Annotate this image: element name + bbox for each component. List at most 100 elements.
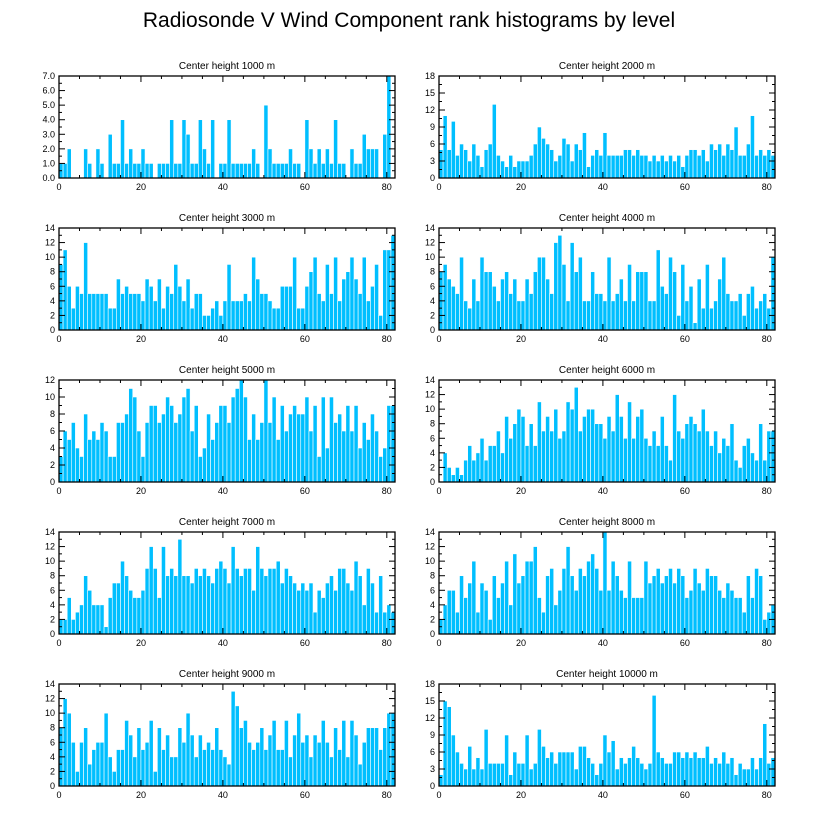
histogram-bar: [594, 568, 600, 635]
x-tick-label: 80: [382, 638, 392, 648]
histogram-bar: [312, 611, 318, 635]
histogram-bar: [116, 582, 121, 635]
histogram-bar: [218, 405, 224, 483]
histogram-bar: [766, 763, 772, 787]
histogram-bar: [300, 741, 306, 787]
y-tick-label: 4.0: [42, 115, 55, 125]
histogram-bar: [479, 768, 485, 787]
histogram-bar: [705, 568, 710, 635]
histogram-bar: [370, 582, 375, 635]
histogram-bar: [598, 155, 604, 179]
histogram-bar: [103, 626, 109, 635]
figure-title: Radiosonde V Wind Component rank histogr…: [142, 9, 676, 32]
histogram-bar: [754, 307, 759, 331]
histogram-bar: [312, 163, 318, 179]
histogram-bar: [366, 439, 371, 483]
histogram-bar: [639, 155, 645, 179]
histogram-bar: [700, 307, 706, 331]
histogram-bar: [496, 763, 501, 787]
histogram-bar: [647, 582, 653, 635]
y-tick-label: 9: [430, 730, 435, 740]
histogram-bar: [75, 611, 80, 635]
histogram-bar: [463, 768, 468, 787]
histogram-bar: [504, 166, 509, 179]
histogram-bar: [504, 734, 509, 787]
histogram-bar: [251, 749, 256, 787]
histogram-bar: [532, 271, 538, 331]
histogram-bar: [496, 430, 501, 483]
histogram-bar: [733, 459, 739, 483]
histogram-bar: [173, 163, 179, 179]
histogram-bar: [643, 155, 649, 179]
histogram-bar: [218, 315, 224, 331]
histogram-bar: [66, 285, 72, 331]
histogram-bar: [627, 149, 632, 179]
histogram-bar: [157, 422, 162, 483]
histogram-bar: [222, 300, 228, 331]
histogram-bar: [590, 553, 596, 635]
y-tick-label: 10: [425, 252, 435, 262]
histogram-bar: [185, 712, 191, 787]
histogram-bar: [382, 727, 388, 787]
histogram-bar: [132, 597, 138, 635]
histogram-bar: [234, 568, 240, 635]
histogram-bar: [177, 163, 183, 179]
y-tick-label: 4: [430, 448, 435, 458]
histogram-bar: [614, 293, 620, 331]
histogram-bar: [455, 751, 460, 787]
histogram-bar: [366, 727, 371, 787]
histogram-bar: [602, 531, 608, 635]
histogram-bar: [532, 445, 538, 483]
x-tick-label: 0: [436, 182, 441, 192]
histogram-bar: [737, 155, 743, 179]
histogram-bar: [746, 575, 751, 635]
histogram-bar: [259, 568, 265, 635]
histogram-bar: [325, 447, 330, 483]
histogram-bar: [561, 264, 567, 331]
histogram-bar: [725, 293, 731, 331]
histogram-bar: [222, 568, 228, 635]
x-tick-label: 0: [436, 486, 441, 496]
histogram-bar: [561, 430, 567, 483]
x-tick-label: 40: [218, 638, 228, 648]
histogram-bar: [590, 763, 596, 787]
histogram-bar: [504, 560, 509, 635]
histogram-bar: [549, 430, 555, 483]
histogram-bar: [610, 300, 616, 331]
y-tick-label: 9: [430, 122, 435, 132]
histogram-bar: [70, 307, 76, 331]
histogram-bar: [754, 768, 759, 787]
histogram-bar: [263, 293, 269, 331]
histogram-bar: [193, 293, 199, 331]
y-tick-label: 10: [425, 556, 435, 566]
histogram-bar: [733, 300, 739, 331]
histogram-bar: [304, 396, 310, 483]
histogram-bar: [487, 445, 493, 483]
histogram-bar: [107, 756, 113, 787]
histogram-bar: [341, 720, 347, 787]
y-tick-label: 2: [50, 460, 55, 470]
histogram-bar: [705, 430, 710, 483]
histogram-bar: [582, 300, 587, 331]
histogram-bar: [471, 768, 477, 787]
histogram-bar: [329, 163, 334, 179]
histogram-bar: [91, 430, 97, 483]
histogram-bar: [672, 751, 677, 787]
x-tick-label: 20: [136, 486, 146, 496]
y-tick-label: 4: [430, 296, 435, 306]
histogram-bar: [70, 741, 76, 787]
histogram-bar: [70, 422, 76, 483]
histogram-bar: [725, 582, 731, 635]
x-tick-label: 20: [136, 790, 146, 800]
histogram-bar: [664, 763, 669, 787]
histogram-bar: [688, 416, 694, 483]
y-tick-label: 3: [430, 156, 435, 166]
x-tick-label: 60: [680, 182, 690, 192]
histogram-bar: [271, 720, 277, 787]
histogram-bar: [467, 307, 473, 331]
y-tick-label: 18: [425, 679, 435, 689]
histogram-bar: [606, 589, 612, 635]
histogram-bar: [651, 300, 657, 331]
histogram-panel-4: Center height 4000 m 0 20 40 60 80 0 2 4 6 8 10 12 14: [425, 213, 776, 344]
histogram-bar: [643, 437, 649, 483]
